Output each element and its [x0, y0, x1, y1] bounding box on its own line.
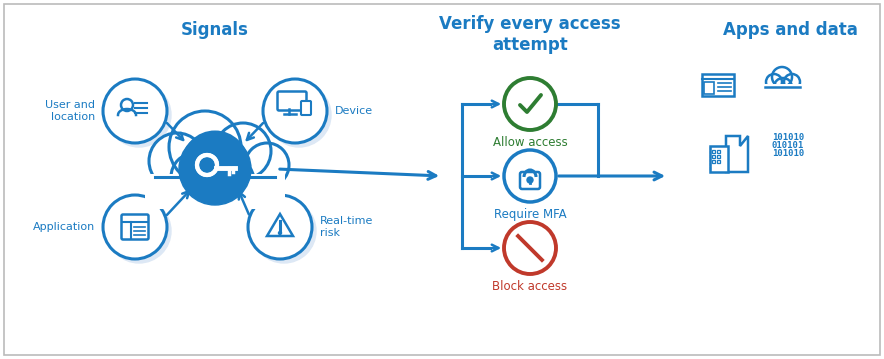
FancyBboxPatch shape — [301, 101, 311, 115]
Circle shape — [504, 222, 556, 274]
FancyBboxPatch shape — [717, 150, 720, 153]
Circle shape — [252, 199, 316, 263]
FancyBboxPatch shape — [278, 92, 307, 111]
Circle shape — [206, 157, 254, 205]
Circle shape — [179, 133, 251, 205]
Circle shape — [784, 74, 800, 90]
Circle shape — [267, 83, 331, 147]
Circle shape — [263, 79, 327, 143]
Circle shape — [107, 83, 171, 147]
Circle shape — [774, 78, 792, 96]
Text: Allow access: Allow access — [492, 136, 568, 149]
Circle shape — [183, 132, 247, 196]
Text: Device: Device — [335, 106, 373, 116]
FancyBboxPatch shape — [702, 74, 734, 96]
FancyBboxPatch shape — [145, 174, 285, 209]
Text: Block access: Block access — [492, 280, 568, 293]
Text: 010101: 010101 — [772, 141, 804, 150]
Circle shape — [766, 74, 782, 90]
Circle shape — [772, 67, 792, 87]
Polygon shape — [267, 214, 293, 236]
Polygon shape — [726, 136, 748, 172]
Circle shape — [202, 160, 212, 170]
Circle shape — [169, 111, 241, 183]
Circle shape — [504, 78, 556, 130]
Circle shape — [149, 133, 205, 189]
Text: Application: Application — [33, 222, 95, 232]
FancyBboxPatch shape — [712, 160, 714, 163]
Circle shape — [103, 195, 167, 259]
Text: Real-time
risk: Real-time risk — [320, 216, 373, 238]
Circle shape — [278, 232, 281, 234]
FancyBboxPatch shape — [717, 155, 720, 158]
Text: Verify every access
attempt: Verify every access attempt — [439, 15, 621, 54]
Text: Require MFA: Require MFA — [493, 208, 567, 221]
Circle shape — [103, 79, 167, 143]
Text: Apps and data: Apps and data — [722, 21, 857, 39]
Text: Signals: Signals — [181, 21, 249, 39]
FancyBboxPatch shape — [520, 172, 540, 189]
Text: 101010: 101010 — [772, 149, 804, 159]
FancyBboxPatch shape — [717, 160, 720, 163]
FancyBboxPatch shape — [121, 214, 149, 239]
FancyBboxPatch shape — [762, 84, 804, 99]
Polygon shape — [710, 146, 728, 172]
Circle shape — [504, 150, 556, 202]
Circle shape — [197, 155, 217, 175]
Circle shape — [527, 177, 533, 183]
Text: User and
location: User and location — [45, 100, 95, 122]
Circle shape — [107, 199, 171, 263]
Circle shape — [248, 195, 312, 259]
Circle shape — [245, 143, 289, 187]
Circle shape — [215, 123, 271, 179]
Text: 101010: 101010 — [772, 134, 804, 143]
Circle shape — [171, 153, 219, 201]
FancyBboxPatch shape — [712, 155, 714, 158]
FancyBboxPatch shape — [712, 150, 714, 153]
FancyBboxPatch shape — [704, 82, 714, 94]
